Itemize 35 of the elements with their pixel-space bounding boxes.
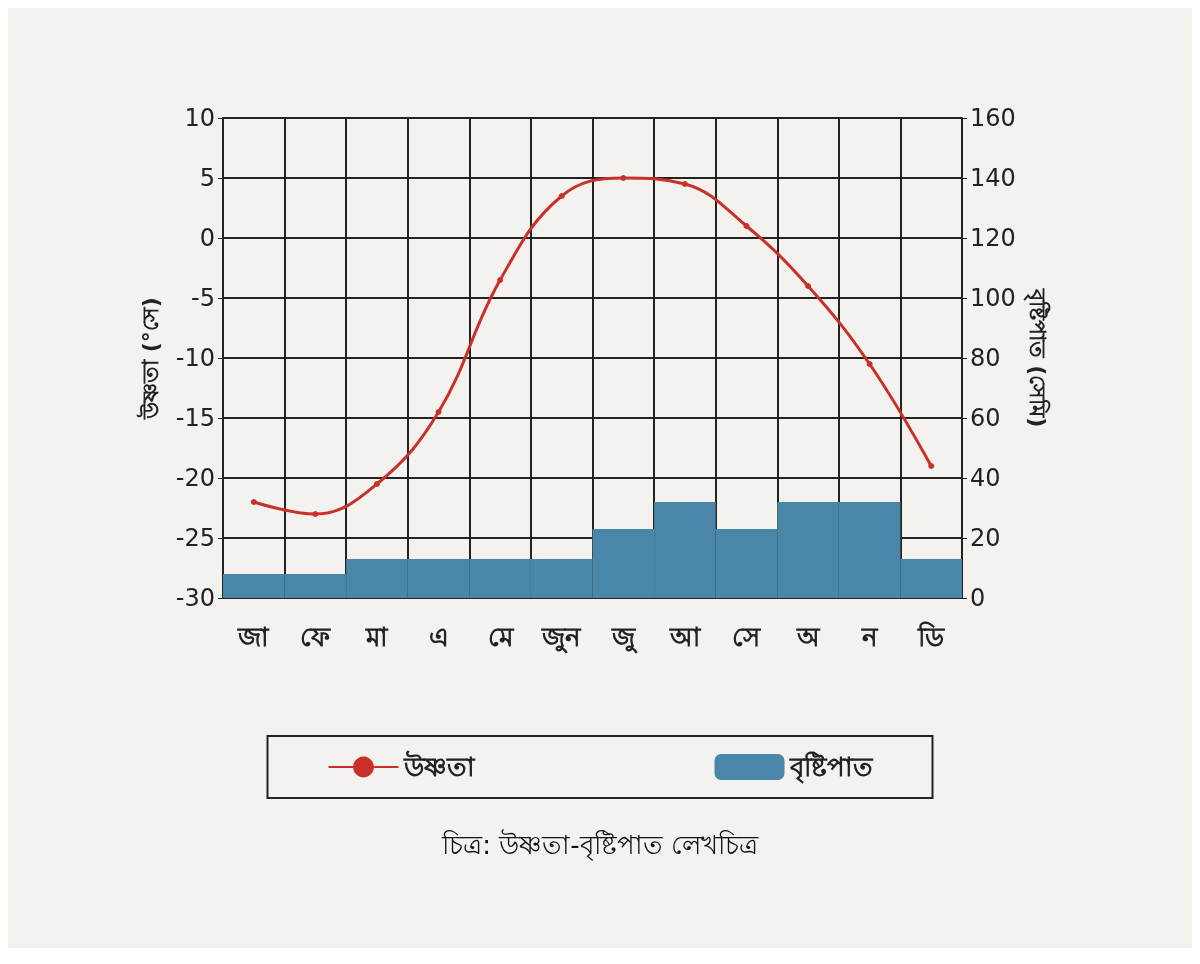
y2-tick-label: 20: [970, 524, 1001, 552]
y-tick-label: -25: [175, 524, 215, 552]
x-tick-label: জু: [610, 622, 638, 654]
y-tick-label: 10: [184, 104, 215, 132]
x-tick-label: ফে: [300, 622, 332, 652]
y2-tick-label: 60: [970, 404, 1001, 432]
y2-tick-label: 100: [970, 284, 1016, 312]
x-tick-label: অ: [795, 622, 821, 652]
y-tick-label: -10: [175, 344, 215, 372]
x-tick-label: মে: [487, 622, 515, 652]
text: চিত্র: উষ্ণতা-বৃষ্টিপাত লেখচিত্র: [441, 829, 759, 861]
x-tick-label: আ: [668, 622, 702, 652]
x-tick-label: এ: [428, 622, 449, 652]
y-tick-label: 5: [199, 164, 215, 192]
x-tick-label: জুন: [541, 622, 583, 654]
y2-tick-label: 160: [970, 104, 1016, 132]
y2-tick-label: 0: [970, 584, 986, 612]
x-tick-label: ন: [860, 622, 879, 652]
y2-tick-label: 140: [970, 164, 1016, 192]
y-tick-label: -30: [175, 584, 215, 612]
legend-label: বৃষ্টিপাত: [788, 751, 874, 784]
y2-tick-label: 80: [970, 344, 1001, 372]
y-tick-label: -15: [175, 404, 215, 432]
x-tick-label: জা: [237, 622, 271, 652]
legend-label: উষ্ণতা: [402, 750, 476, 782]
y2-tick-label: 40: [970, 464, 1001, 492]
x-tick-label: সে: [732, 622, 762, 652]
y-tick-label: -5: [191, 284, 215, 312]
y2-axis-title: বৃষ্টিপাত (সেমি): [1023, 287, 1052, 428]
y-axis-title: উষ্ণতা (°সে): [135, 297, 163, 420]
y2-tick-label: 120: [970, 224, 1016, 252]
x-tick-label: ডি: [917, 621, 946, 652]
x-tick-label: মা: [364, 622, 389, 652]
y-tick-label: -20: [175, 464, 215, 492]
y-tick-label: 0: [199, 224, 215, 252]
